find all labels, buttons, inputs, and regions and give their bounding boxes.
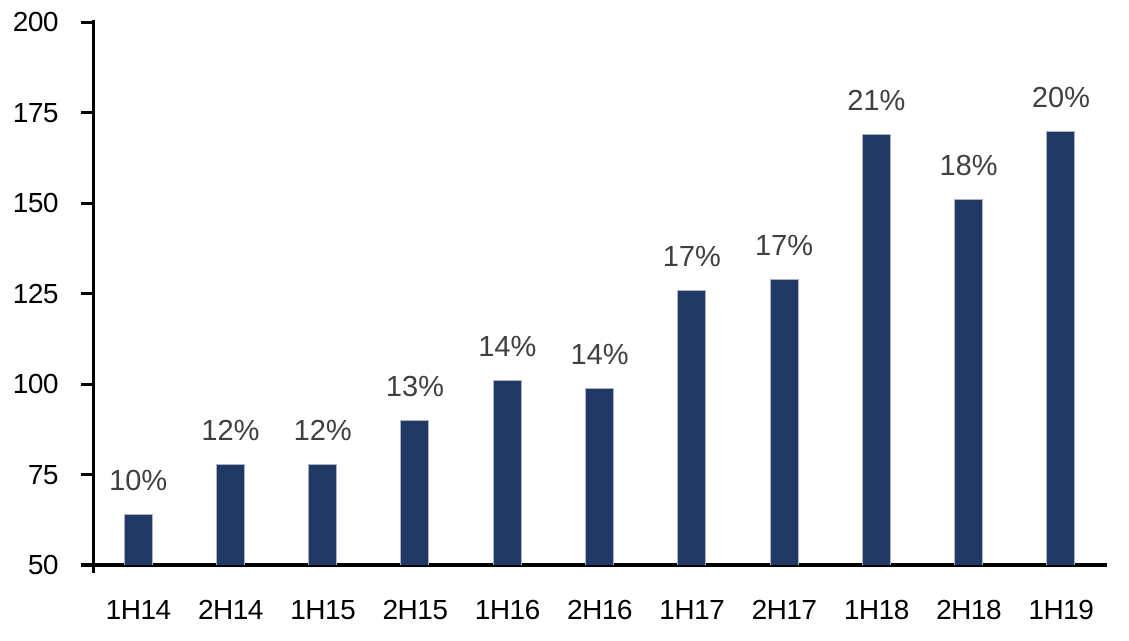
bar-value-label-2H14: 12%	[201, 414, 260, 447]
x-axis-line	[81, 563, 1107, 567]
bar-1H17	[677, 289, 707, 565]
y-axis-tick-label: 200	[12, 6, 59, 37]
bar-1H18	[861, 134, 891, 565]
bar-value-label-1H17: 17%	[662, 240, 721, 273]
y-axis-tick-label: 100	[12, 368, 59, 399]
bar-value-label-1H14: 10%	[109, 465, 168, 498]
y-axis-tick	[81, 201, 93, 205]
x-axis-label-2H16: 2H16	[567, 594, 632, 625]
bar-2H14	[215, 463, 245, 565]
x-axis-label-1H14: 1H14	[105, 594, 171, 625]
y-axis-tick	[81, 382, 93, 386]
bar-value-label-2H17: 17%	[755, 230, 814, 263]
bar-1H15	[308, 463, 338, 565]
y-axis-tick	[81, 292, 93, 295]
bar-value-label-2H16: 14%	[570, 338, 629, 371]
x-axis-label-2H18: 2H18	[936, 594, 1002, 625]
y-axis-tick	[81, 473, 93, 476]
y-axis-tick	[81, 20, 93, 24]
x-axis-label-1H19: 1H19	[1028, 594, 1094, 625]
y-axis-tick-label: 175	[12, 96, 59, 128]
bar-2H15	[400, 420, 430, 565]
bar-2H17	[769, 279, 799, 565]
bar-1H19	[1046, 130, 1076, 565]
x-axis-label-1H15: 1H15	[290, 594, 356, 625]
bar-value-label-1H15: 12%	[293, 414, 352, 447]
y-axis-tick-label: 125	[12, 277, 59, 309]
x-axis-label-1H16: 1H16	[474, 594, 540, 625]
x-axis-label-1H18: 1H18	[843, 594, 909, 625]
bar-value-label-1H18: 21%	[847, 85, 906, 118]
bar-value-label-2H18: 18%	[939, 150, 998, 183]
x-axis-label-2H17: 2H17	[751, 594, 817, 625]
bar-2H18	[954, 199, 984, 565]
y-axis-tick	[81, 563, 93, 567]
x-axis-label-2H14: 2H14	[197, 594, 263, 625]
bar-value-label-1H16: 14%	[478, 331, 537, 364]
y-axis-tick	[81, 111, 93, 114]
y-axis-tick-label: 150	[12, 187, 59, 218]
x-axis-label-1H17: 1H17	[659, 594, 725, 625]
y-axis-tick-label: 50	[27, 549, 59, 580]
bar-1H14	[123, 514, 153, 565]
bar-value-label-1H19: 20%	[1031, 81, 1090, 114]
bar-value-label-2H15: 13%	[385, 371, 444, 404]
x-axis-label-2H15: 2H15	[382, 594, 448, 625]
bar-2H16	[585, 387, 614, 565]
y-axis-tick-label: 75	[27, 458, 59, 490]
y-axis-line	[92, 20, 95, 573]
bar-1H16	[492, 380, 522, 565]
